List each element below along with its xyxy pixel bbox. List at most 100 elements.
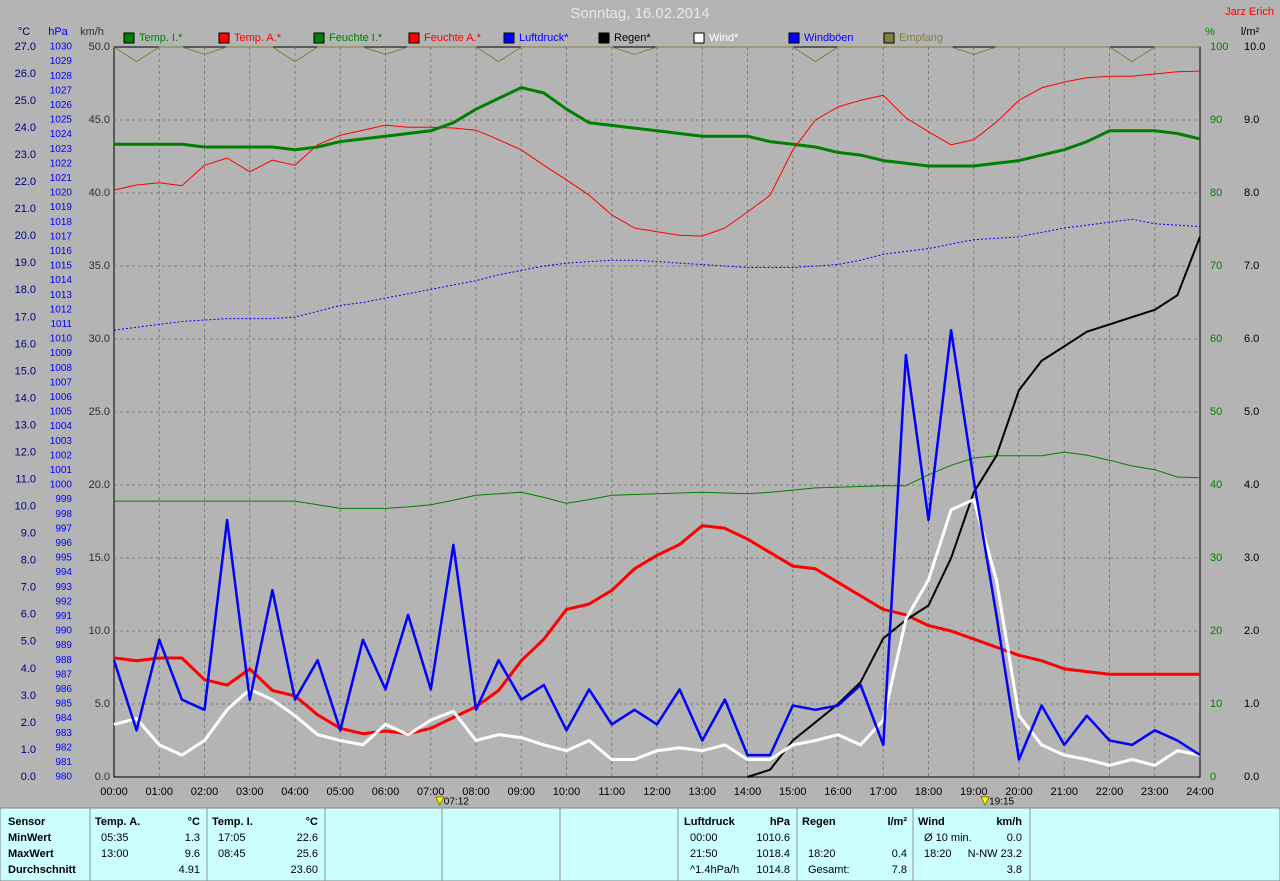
series-line [113,46,1200,63]
stats-cell: 22.6 [297,832,318,844]
y-tick-label: 5.0 [1244,406,1259,418]
stats-col-title: Regen [802,816,836,828]
y-tick-label: 993 [55,582,72,593]
y-tick-label: 1016 [50,246,73,257]
y-tick-label: 60 [1210,333,1222,345]
sun-marker [434,796,445,807]
stats-row-label: MinWert [8,832,52,844]
y-tick-label: 100 [1210,41,1228,53]
y-tick-label: 26.0 [15,68,36,80]
axis-unit: °C [18,26,30,38]
y-tick-label: 8.0 [21,555,36,567]
y-tick-label: 1011 [50,319,72,330]
stats-cell: Ø 10 min. [924,832,972,844]
legend-label: Regen* [614,32,651,44]
legend-swatch [883,32,895,44]
y-tick-label: 989 [55,640,72,651]
stats-cell: 18:20 [924,848,952,860]
stats-cell: 08:45 [218,848,246,860]
y-tick-label: 1007 [50,377,73,388]
y-tick-label: 15.0 [89,552,110,564]
stats-cell: 25.6 [297,848,318,860]
x-tick-label: 19:00 [960,786,988,798]
x-tick-label: 15:00 [779,786,807,798]
y-tick-label: 1028 [50,71,73,82]
legend-label: Feuchte I.* [329,32,383,44]
y-tick-label: 1002 [50,450,73,461]
y-tick-label: 50 [1210,406,1222,418]
y-tick-label: 986 [55,684,72,695]
legend-swatch [693,32,705,44]
stats-col-title: Luftdruck [684,816,736,828]
stats-cell: ^1.4hPa/h [690,864,739,876]
y-tick-label: 4.0 [1244,479,1259,491]
y-tick-label: 999 [55,494,72,505]
legend-label: Windböen [804,32,854,44]
y-tick-label: 12.0 [15,446,36,458]
y-tick-label: 25.0 [89,406,110,418]
y-tick-label: 995 [55,553,72,564]
y-tick-label: 1025 [50,115,73,126]
y-tick-label: 5.0 [21,636,36,648]
x-tick-label: 22:00 [1096,786,1124,798]
y-tick-label: 15.0 [15,365,36,377]
x-tick-label: 14:00 [734,786,762,798]
y-tick-label: 16.0 [15,338,36,350]
y-tick-label: 983 [55,728,72,739]
axis-unit: % [1205,26,1215,38]
y-tick-label: 1013 [50,290,73,301]
y-tick-label: 3.0 [1244,552,1259,564]
stats-row-label: Sensor [8,816,46,828]
x-tick-label: 03:00 [236,786,264,798]
y-tick-label: 988 [55,655,72,666]
x-tick-label: 13:00 [688,786,716,798]
y-tick-label: 1019 [50,202,73,213]
legend-label: Feuchte A.* [424,32,482,44]
y-tick-label: 19.0 [15,257,36,269]
y-tick-label: 10.0 [89,625,110,637]
y-tick-label: 996 [55,538,72,549]
stats-cell: 9.6 [185,848,200,860]
stats-cell: 4.91 [179,864,200,876]
legend-swatch [408,32,420,44]
stats-cell: 0.4 [892,848,907,860]
y-tick-label: 1001 [50,465,73,476]
stats-cell: 05:35 [101,832,129,844]
legend-label: Empfang [899,32,943,44]
y-tick-label: 22.0 [15,176,36,188]
stats-col-unit: °C [306,816,318,828]
stats-col-unit: l/m² [887,816,907,828]
series-line [113,70,1201,237]
y-tick-label: 984 [55,713,72,724]
stats-cell: 23.60 [290,864,318,876]
y-tick-label: 2.0 [1244,625,1259,637]
y-tick-label: 10 [1210,698,1222,710]
y-tick-label: 1022 [50,158,73,169]
y-tick-label: 40 [1210,479,1222,491]
stats-col-title: Wind [918,816,945,828]
stats-col-title: Temp. I. [212,816,253,828]
legend-label: Temp. I.* [139,32,183,44]
y-tick-label: 80 [1210,187,1222,199]
x-tick-label: 09:00 [507,786,535,798]
y-tick-label: 1017 [50,231,73,242]
y-tick-label: 20.0 [15,230,36,242]
series-line [113,218,1201,331]
x-tick-label: 11:00 [598,786,625,798]
y-tick-label: 2.0 [21,717,36,729]
y-tick-label: 1021 [50,173,73,184]
y-tick-label: 24.0 [15,122,36,134]
legend-swatch [503,32,515,44]
series-line [747,236,1201,778]
stats-cell: 1.3 [185,832,200,844]
y-tick-label: 997 [55,523,72,534]
y-tick-label: 8.0 [1244,187,1259,199]
y-tick-label: 980 [55,772,72,783]
labels: 00:00 01:00 02:00 03:00 04:00 05:00 06:00 07:00… [15,26,1266,808]
legend-swatch [788,32,800,44]
x-tick-label: 00:00 [100,786,128,798]
grid [114,47,1200,777]
stats-dividers [89,808,1031,881]
y-tick-label: 21.0 [15,203,36,215]
x-tick-label: 12:00 [643,786,671,798]
